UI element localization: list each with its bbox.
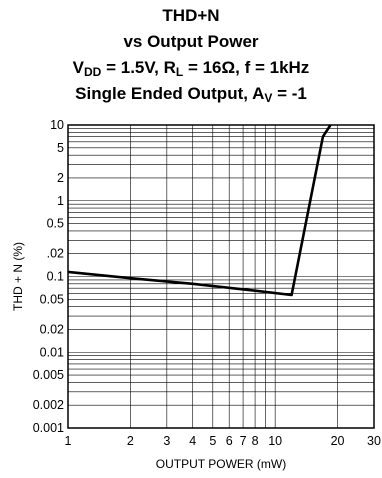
series-line [67,124,332,297]
y-tick-label: .02 [47,247,64,261]
rl-subscript: L [175,65,184,79]
chart-title-line1: THD+N [162,6,220,25]
y-tick-label: 2 [57,171,64,185]
y-tick-label: 0.05 [40,292,64,306]
y-tick-label: 0.01 [40,345,64,359]
chart-title-line2: vs Output Power [123,32,259,51]
vdd-subscript: DD [84,65,102,79]
y-tick-label: 0.1 [47,270,64,284]
av-subscript: V [264,91,273,105]
rl-symbol: R [163,58,176,77]
av-value: = -1 [272,84,307,103]
x-tick-label: 8 [252,434,259,448]
series-lines [67,124,332,297]
chart-title-line4: Single Ended Output, AV = -1 [0,84,382,104]
y-axis-label: THD + N (%) [11,242,25,311]
x-tick-label: 2 [127,434,134,448]
y-tick-labels: 10 5 2 1 0.5 .02 0.1 0.05 0.02 0.01 0.005 0.002 0.00… [33,118,64,435]
x-tick-label: 6 [226,434,233,448]
x-tick-label: 30 [367,434,381,448]
y-tick-label: 0.5 [47,217,64,231]
y-tick-label: 1 [57,194,64,208]
x-tick-label: 5 [209,434,216,448]
x-axis-label: OUTPUT POWER (mW) [156,457,286,471]
chart-title-line3: VDD = 1.5V, RL = 16Ω, f = 1kHz [0,58,382,78]
y-tick-label: 0.002 [33,398,64,412]
x-tick-label: 10 [268,434,282,448]
y-tick-label: 10 [50,118,64,132]
x-tick-label: 4 [189,434,196,448]
vdd-value: = 1.5V, [101,58,164,77]
y-tick-label: 5 [57,141,64,155]
plot-frame [67,124,375,429]
vdd-symbol: V [72,58,85,77]
av-symbol: A [252,84,265,103]
rl-value: = 16Ω, f = 1kHz [183,58,310,77]
x-tick-label: 20 [331,434,345,448]
output-mode: Single Ended Output, [75,84,253,103]
grid-lines [68,125,374,428]
x-tick-label: 3 [163,434,170,448]
y-tick-label: 0.001 [33,421,64,435]
y-tick-label: 0.005 [33,368,64,382]
x-tick-labels: 1 2 3 4 5 6 7 8 10 20 30 [65,434,381,448]
x-tick-label: 7 [240,434,247,448]
y-tick-label: 0.02 [40,322,64,336]
x-tick-label: 1 [65,434,72,448]
